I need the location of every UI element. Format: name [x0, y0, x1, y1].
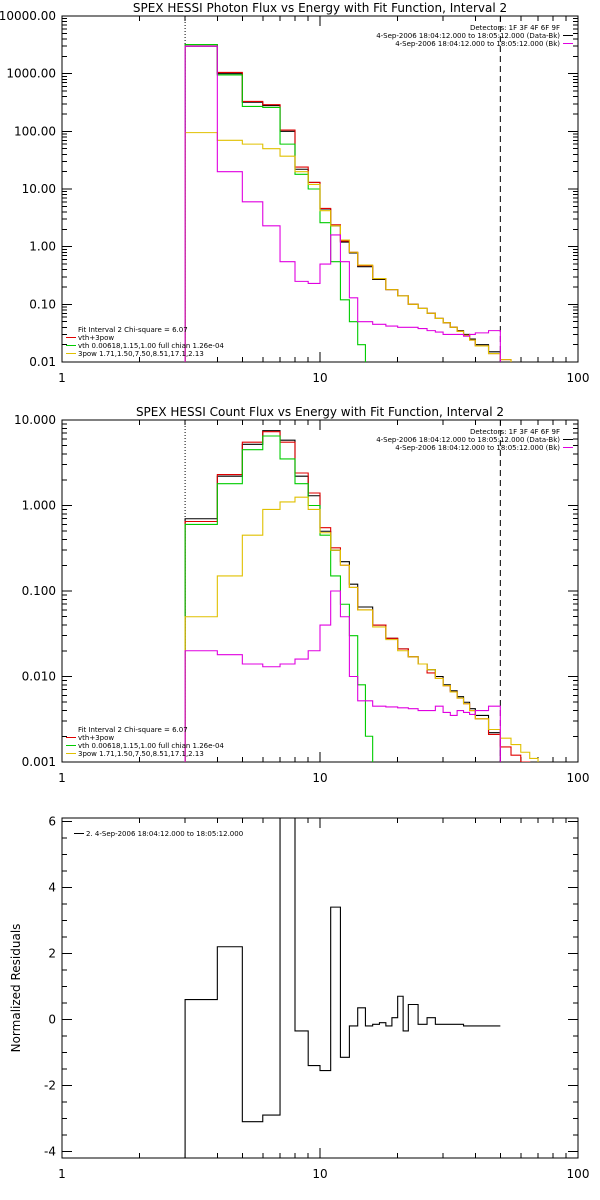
y-axis-label: Normalized Residuals	[9, 924, 23, 1053]
fit-legend-entry-text: Fit Interval 2 Chi-square = 6.07	[78, 326, 188, 334]
legend-entry-text: Detectors: 1F 3F 4F 6F 9F	[470, 24, 560, 32]
legend-entry-text: 4-Sep-2006 18:04:12.000 to 18:05:12.000 …	[395, 40, 560, 48]
series-line-2	[184, 43, 512, 362]
fit-legend-entry-text: 3pow 1.71,1.50,7.50,8.51,17.1,2.13	[78, 750, 204, 758]
y-tick-label: 2	[48, 946, 56, 960]
x-tick-label: 1	[58, 371, 66, 385]
plot-frame	[61, 817, 579, 1159]
fit-legend-entry-text: Fit Interval 2 Chi-square = 6.07	[78, 726, 188, 734]
y-tick-label: 6	[48, 814, 56, 828]
y-tick-label: -2	[44, 1078, 56, 1092]
series-line-4	[184, 496, 539, 762]
series-line-1	[184, 430, 501, 762]
panel-2: SPEX HESSI Count Flux vs Energy with Fit…	[14, 405, 590, 785]
legend-entry-text: 4-Sep-2006 18:04:12.000 to 18:05:12.000 …	[376, 436, 560, 444]
chart-title: SPEX HESSI Photon Flux vs Energy with Fi…	[133, 1, 507, 15]
series-line-1	[184, 818, 501, 1158]
fit-legend-entry-text: vth+3pow	[78, 734, 114, 742]
y-tick-label: 0.100	[22, 584, 56, 598]
legend-entry-text: 4-Sep-2006 18:04:12.000 to 18:05:12.000 …	[395, 444, 560, 452]
y-tick-label: 10.000	[14, 413, 56, 427]
series-line-5	[184, 590, 501, 762]
y-tick-label: 0.001	[22, 755, 56, 769]
x-tick-label: 10	[312, 371, 327, 385]
y-tick-label: 10.00	[22, 182, 56, 196]
y-tick-label: 0	[48, 1012, 56, 1026]
legend-entry-text: Detectors: 1F 3F 4F 6F 9F	[470, 428, 560, 436]
x-tick-label: 1	[58, 771, 66, 785]
series-line-5	[184, 45, 501, 362]
y-tick-label: 4	[48, 880, 56, 894]
x-tick-label: 10	[312, 1167, 327, 1181]
x-tick-label: 100	[567, 771, 590, 785]
panel-1: SPEX HESSI Photon Flux vs Energy with Fi…	[0, 1, 590, 385]
fit-legend-entry-text: vth+3pow	[78, 334, 114, 342]
series-line-3	[184, 43, 366, 362]
y-tick-label: -4	[44, 1144, 56, 1158]
x-tick-label: 100	[567, 1167, 590, 1181]
series-line-3	[184, 435, 374, 762]
legend-entry-text: 4-Sep-2006 18:04:12.000 to 18:05:12.000 …	[376, 32, 560, 40]
y-tick-label: 1000.00	[6, 67, 56, 81]
fit-legend-entry-text: 3pow 1.71,1.50,7.50,8.51,17.1,2.13	[78, 350, 204, 358]
residual-legend-entry-text: 2. 4-Sep-2006 18:04:12.000 to 18:05:12.0…	[86, 830, 243, 838]
y-tick-label: 10000.00	[0, 9, 56, 23]
y-tick-label: 100.00	[14, 124, 56, 138]
x-tick-label: 10	[312, 771, 327, 785]
x-tick-label: 100	[567, 371, 590, 385]
fit-legend-entry-text: vth 0.00618,1.15,1.00 full chian 1.26e-0…	[78, 342, 224, 350]
series-line-4	[184, 132, 512, 362]
y-tick-label: 0.10	[29, 297, 56, 311]
chart-title: SPEX HESSI Count Flux vs Energy with Fit…	[136, 405, 504, 419]
x-tick-label: 1	[58, 1167, 66, 1181]
series-line-1	[184, 45, 501, 362]
fit-legend-entry-text: vth 0.00618,1.15,1.00 full chian 1.26e-0…	[78, 742, 224, 750]
y-tick-label: 0.01	[29, 355, 56, 369]
series-line-2	[184, 431, 531, 762]
y-tick-label: 1.000	[22, 499, 56, 513]
y-tick-label: 0.010	[22, 670, 56, 684]
panel-3: 1 10 100 -4 -2 0 2 4 6 Normalized Residuals 2. 4-S…	[9, 814, 590, 1181]
y-tick-label: 1.00	[29, 240, 56, 254]
